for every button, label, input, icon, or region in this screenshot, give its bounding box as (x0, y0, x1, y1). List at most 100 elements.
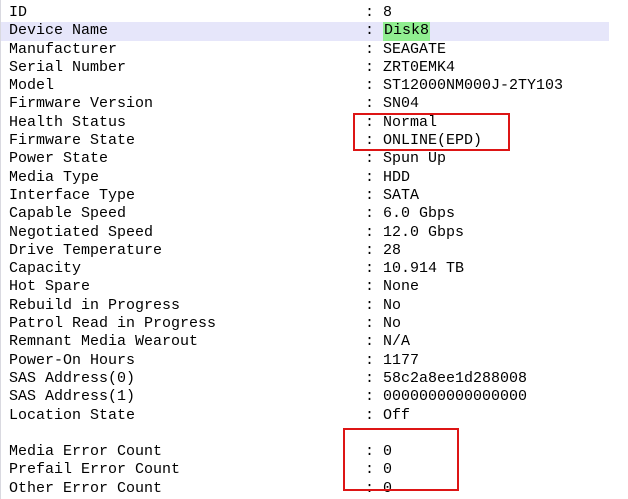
row-value: 1177 (383, 351, 420, 369)
info-row: Firmware State : ONLINE(EPD) (1, 132, 609, 150)
info-row (1, 425, 609, 443)
row-colon: : (365, 351, 375, 369)
row-colon: : (365, 22, 375, 40)
row-colon: : (365, 58, 375, 76)
row-label: Firmware Version (9, 95, 154, 113)
info-row: Serial Number : ZRT0EMK4 (1, 59, 609, 77)
row-label: Patrol Read in Progress (9, 315, 217, 333)
row-label: SAS Address(0) (9, 369, 136, 387)
row-value: Normal (383, 113, 438, 131)
info-row: SAS Address(0) : 58c2a8ee1d288008 (1, 370, 609, 388)
info-row: Health Status : Normal (1, 114, 609, 132)
info-row: Other Error Count : 0 (1, 480, 609, 498)
info-row: Firmware Version : SN04 (1, 95, 609, 113)
row-value: ST12000NM000J-2TY103 (383, 77, 564, 95)
row-colon: : (365, 479, 375, 497)
row-label: Interface Type (9, 186, 136, 204)
info-row: Location State : Off (1, 407, 609, 425)
row-value: 0 (383, 479, 393, 497)
info-row: Rebuild in Progress : No (1, 297, 609, 315)
row-colon: : (365, 205, 375, 223)
row-value: 12.0 Gbps (383, 223, 465, 241)
row-value: 6.0 Gbps (383, 205, 456, 223)
info-row: ID : 8 (1, 4, 609, 22)
info-row: Prefail Error Count : 0 (1, 461, 609, 479)
row-label: Firmware State (9, 132, 136, 150)
row-value: HDD (383, 168, 411, 186)
info-row: Media Error Count : 0 (1, 443, 609, 461)
row-colon: : (365, 77, 375, 95)
row-colon: : (365, 315, 375, 333)
info-row: Capacity : 10.914 TB (1, 260, 609, 278)
row-value: No (383, 296, 402, 314)
row-value: 28 (383, 241, 402, 259)
row-label: Location State (9, 406, 136, 424)
row-colon: : (365, 223, 375, 241)
info-row: Media Type : HDD (1, 169, 609, 187)
info-row: Power State : Spun Up (1, 150, 609, 168)
row-colon: : (365, 443, 375, 461)
row-colon: : (365, 132, 375, 150)
info-row: Hot Spare : None (1, 278, 609, 296)
row-label: Power-On Hours (9, 351, 136, 369)
row-colon: : (365, 95, 375, 113)
row-colon: : (365, 168, 375, 186)
row-colon: : (365, 186, 375, 204)
disk-info-rows: ID : 8 Device Name : Disk8 Manufacturer … (1, 4, 609, 498)
row-label: Rebuild in Progress (9, 296, 181, 314)
row-value: 10.914 TB (383, 260, 465, 278)
info-row: SAS Address(1) : 0000000000000000 (1, 388, 609, 406)
row-colon: : (365, 40, 375, 58)
row-colon (365, 425, 383, 443)
row-label: Media Type (9, 168, 100, 186)
row-colon: : (365, 369, 375, 387)
row-colon: : (365, 296, 375, 314)
row-value: N/A (383, 333, 411, 351)
row-label: Serial Number (9, 58, 127, 76)
row-colon: : (365, 4, 375, 21)
row-label: Manufacturer (9, 40, 118, 58)
row-value: ZRT0EMK4 (383, 58, 456, 76)
info-row: Drive Temperature : 28 (1, 242, 609, 260)
row-value: 0 (383, 443, 393, 461)
row-value: ONLINE(EPD) (383, 132, 483, 150)
row-label: Device Name (9, 22, 109, 40)
row-value: 58c2a8ee1d288008 (383, 369, 528, 387)
row-value: 0000000000000000 (383, 388, 528, 406)
row-label: Remnant Media Wearout (9, 333, 199, 351)
info-row: Patrol Read in Progress : No (1, 315, 609, 333)
row-label: Capable Speed (9, 205, 127, 223)
row-value: None (383, 278, 420, 296)
row-label: Prefail Error Count (9, 461, 181, 479)
row-label: Power State (9, 150, 109, 168)
info-row: Manufacturer : SEAGATE (1, 41, 609, 59)
row-label (1, 425, 365, 443)
row-label: Media Error Count (9, 443, 163, 461)
info-row: Capable Speed : 6.0 Gbps (1, 205, 609, 223)
row-label: Capacity (9, 260, 82, 278)
row-colon: : (365, 241, 375, 259)
info-row: Negotiated Speed : 12.0 Gbps (1, 224, 609, 242)
row-label: Drive Temperature (9, 241, 163, 259)
row-colon: : (365, 113, 375, 131)
row-colon: : (365, 260, 375, 278)
info-row: Power-On Hours : 1177 (1, 352, 609, 370)
info-row: Model : ST12000NM000J-2TY103 (1, 77, 609, 95)
row-colon: : (365, 388, 375, 406)
row-colon: : (365, 150, 375, 168)
row-value: Spun Up (383, 150, 447, 168)
row-label: Other Error Count (9, 479, 163, 497)
row-label: Health Status (9, 113, 127, 131)
info-row: Interface Type : SATA (1, 187, 609, 205)
row-colon: : (365, 461, 375, 479)
row-value: Off (383, 406, 411, 424)
row-label: ID (9, 4, 28, 21)
row-value: 8 (383, 4, 393, 21)
row-value: No (383, 315, 402, 333)
row-label: SAS Address(1) (9, 388, 136, 406)
row-value: SN04 (383, 95, 420, 113)
row-label: Hot Spare (9, 278, 91, 296)
row-colon: : (365, 278, 375, 296)
info-row: Device Name : Disk8 (1, 22, 609, 41)
